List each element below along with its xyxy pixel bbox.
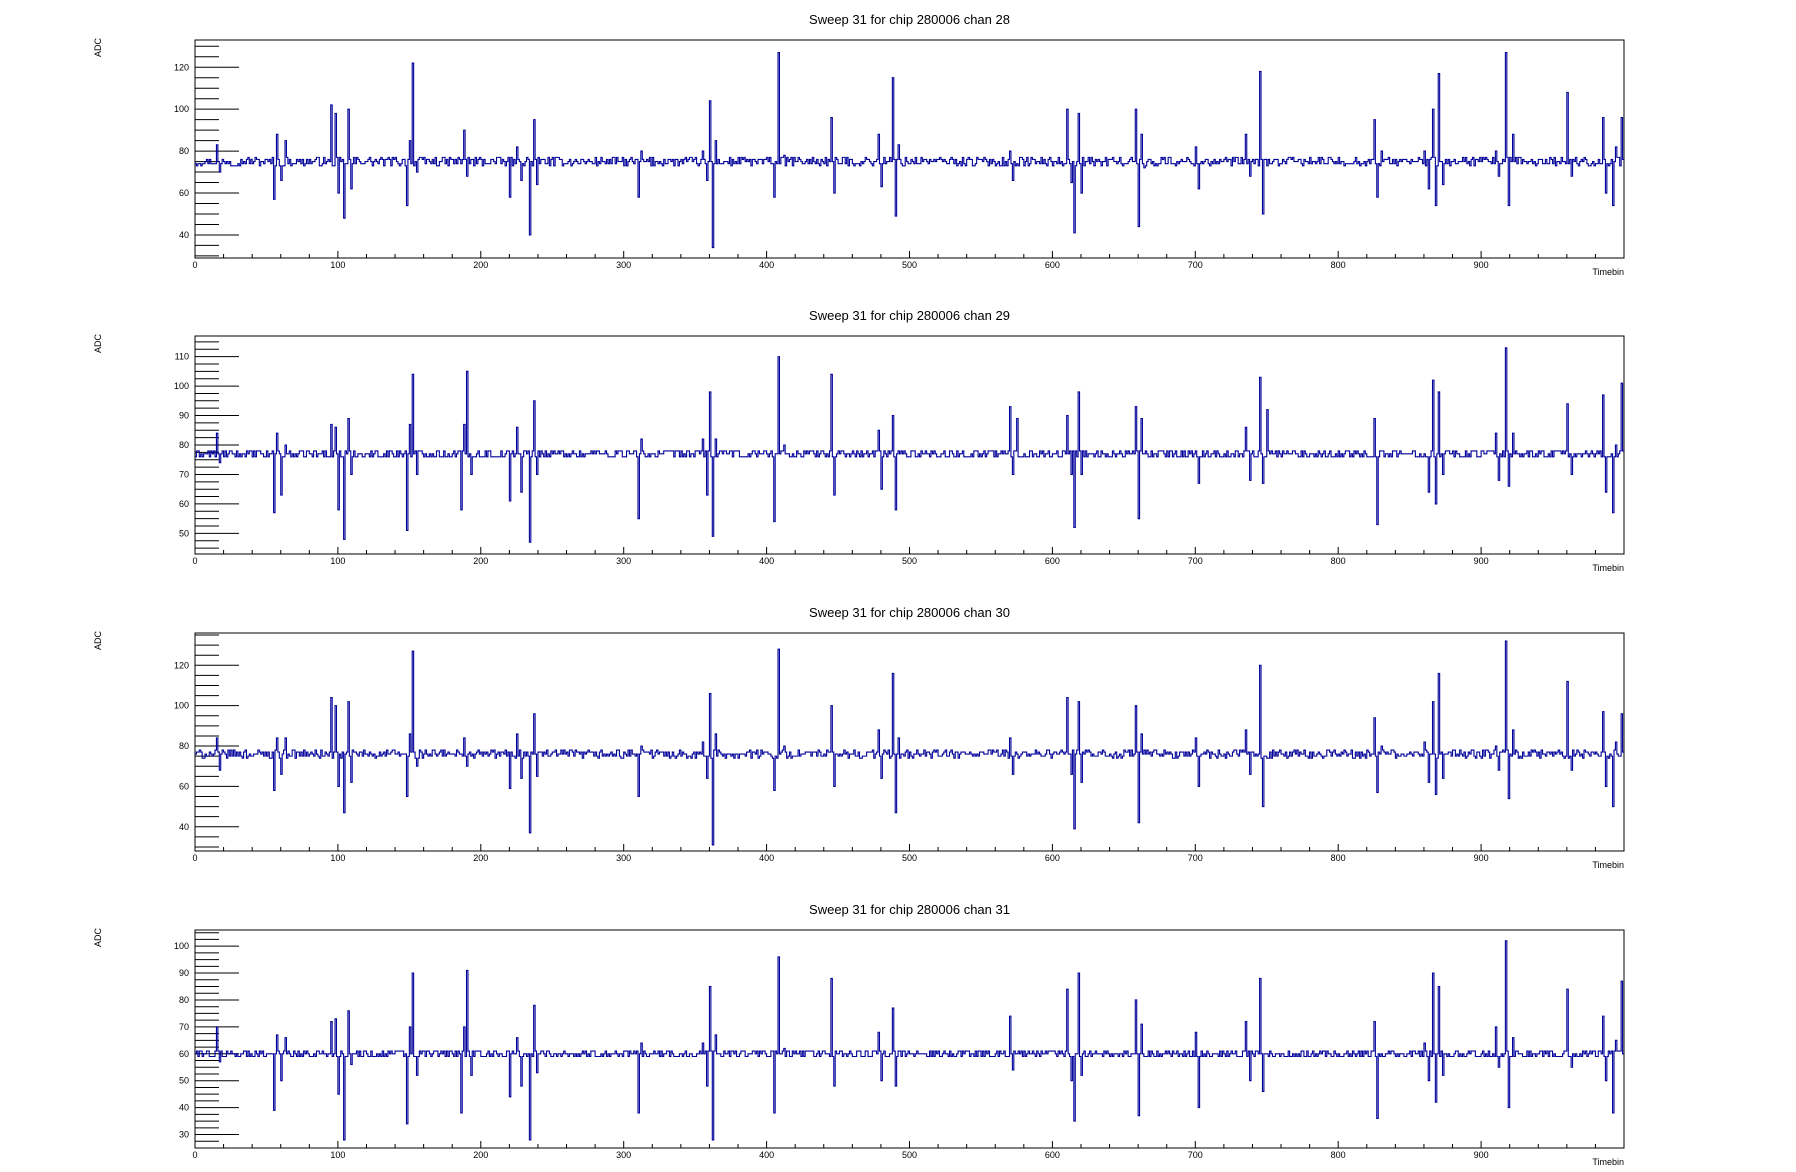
x-tick-label: 700 [1188,556,1203,566]
y-tick-label: 60 [179,1049,189,1059]
y-tick-label: 80 [179,741,189,751]
x-tick-label: 600 [1045,853,1060,863]
x-tick-label: 600 [1045,556,1060,566]
x-axis-label: Timebin [1592,563,1624,573]
x-tick-label: 400 [759,853,774,863]
y-tick-label: 80 [179,146,189,156]
y-axis-label: ADC [93,928,103,948]
y-axis-label: ADC [93,334,103,354]
x-tick-label: 700 [1188,260,1203,270]
x-tick-label: 500 [902,260,917,270]
x-tick-label: 700 [1188,1150,1203,1160]
x-tick-label: 700 [1188,853,1203,863]
x-tick-label: 600 [1045,260,1060,270]
y-tick-label: 40 [179,822,189,832]
x-tick-label: 900 [1474,1150,1489,1160]
y-tick-label: 120 [174,660,189,670]
y-tick-label: 40 [179,230,189,240]
x-tick-label: 900 [1474,556,1489,566]
y-tick-label: 60 [179,188,189,198]
y-tick-label: 90 [179,411,189,421]
x-tick-label: 300 [616,1150,631,1160]
x-tick-label: 0 [192,1150,197,1160]
chart-title: Sweep 31 for chip 280006 chan 30 [809,605,1010,620]
x-tick-label: 0 [192,853,197,863]
x-tick-label: 800 [1331,853,1346,863]
x-tick-label: 200 [473,853,488,863]
x-tick-label: 500 [902,556,917,566]
y-tick-label: 110 [175,352,189,362]
x-tick-label: 300 [616,853,631,863]
x-tick-label: 300 [616,556,631,566]
x-tick-label: 800 [1331,1150,1346,1160]
y-tick-label: 50 [179,1076,189,1086]
chart-panel: Sweep 31 for chip 280006 chan 28 ADC Timeb… [93,12,1625,277]
adc-series-line [195,640,1624,846]
y-tick-label: 60 [179,781,189,791]
chart-title: Sweep 31 for chip 280006 chan 31 [809,902,1010,917]
adc-series-line [195,940,1624,1141]
x-tick-label: 400 [759,260,774,270]
x-tick-label: 0 [192,556,197,566]
y-tick-label: 100 [174,104,189,114]
x-tick-label: 900 [1474,853,1489,863]
x-tick-label: 900 [1474,260,1489,270]
x-tick-label: 200 [473,260,488,270]
y-tick-label: 90 [179,968,189,978]
y-tick-label: 40 [179,1103,189,1113]
x-tick-label: 600 [1045,1150,1060,1160]
x-tick-label: 0 [192,260,197,270]
x-tick-label: 200 [473,1150,488,1160]
chart-title: Sweep 31 for chip 280006 chan 28 [809,12,1010,27]
chart-panels: Sweep 31 for chip 280006 chan 28 ADC Timeb… [93,12,1625,1167]
adc-series-line [195,52,1624,249]
x-tick-label: 800 [1331,260,1346,270]
x-tick-label: 300 [616,260,631,270]
x-tick-label: 100 [330,853,345,863]
chart-panel: Sweep 31 for chip 280006 chan 31 ADC Timeb… [93,902,1625,1167]
y-tick-label: 70 [179,469,189,479]
y-tick-label: 70 [179,1022,189,1032]
chart-title: Sweep 31 for chip 280006 chan 29 [809,308,1010,323]
x-tick-label: 200 [473,556,488,566]
y-tick-label: 100 [174,701,189,711]
chart-panel: Sweep 31 for chip 280006 chan 30 ADC Timeb… [93,605,1625,870]
x-tick-label: 100 [330,1150,345,1160]
y-tick-label: 80 [179,440,189,450]
x-axis-label: Timebin [1592,1157,1624,1167]
x-tick-label: 500 [902,853,917,863]
x-tick-label: 100 [330,556,345,566]
x-tick-label: 800 [1331,556,1346,566]
x-tick-label: 400 [759,1150,774,1160]
x-tick-label: 100 [330,260,345,270]
x-axis-label: Timebin [1592,860,1624,870]
chart-panel: Sweep 31 for chip 280006 chan 29 ADC Timeb… [93,308,1625,573]
adc-series-line [195,347,1624,543]
y-axis-label: ADC [93,631,103,651]
y-tick-label: 30 [179,1130,189,1140]
y-tick-label: 80 [179,995,189,1005]
y-tick-label: 120 [174,62,189,72]
y-tick-label: 60 [179,499,189,509]
x-tick-label: 500 [902,1150,917,1160]
y-tick-label: 100 [174,381,189,391]
y-tick-label: 100 [174,941,189,951]
y-axis-label: ADC [93,38,103,58]
x-axis-label: Timebin [1592,267,1624,277]
y-tick-label: 50 [179,528,189,538]
x-tick-label: 400 [759,556,774,566]
